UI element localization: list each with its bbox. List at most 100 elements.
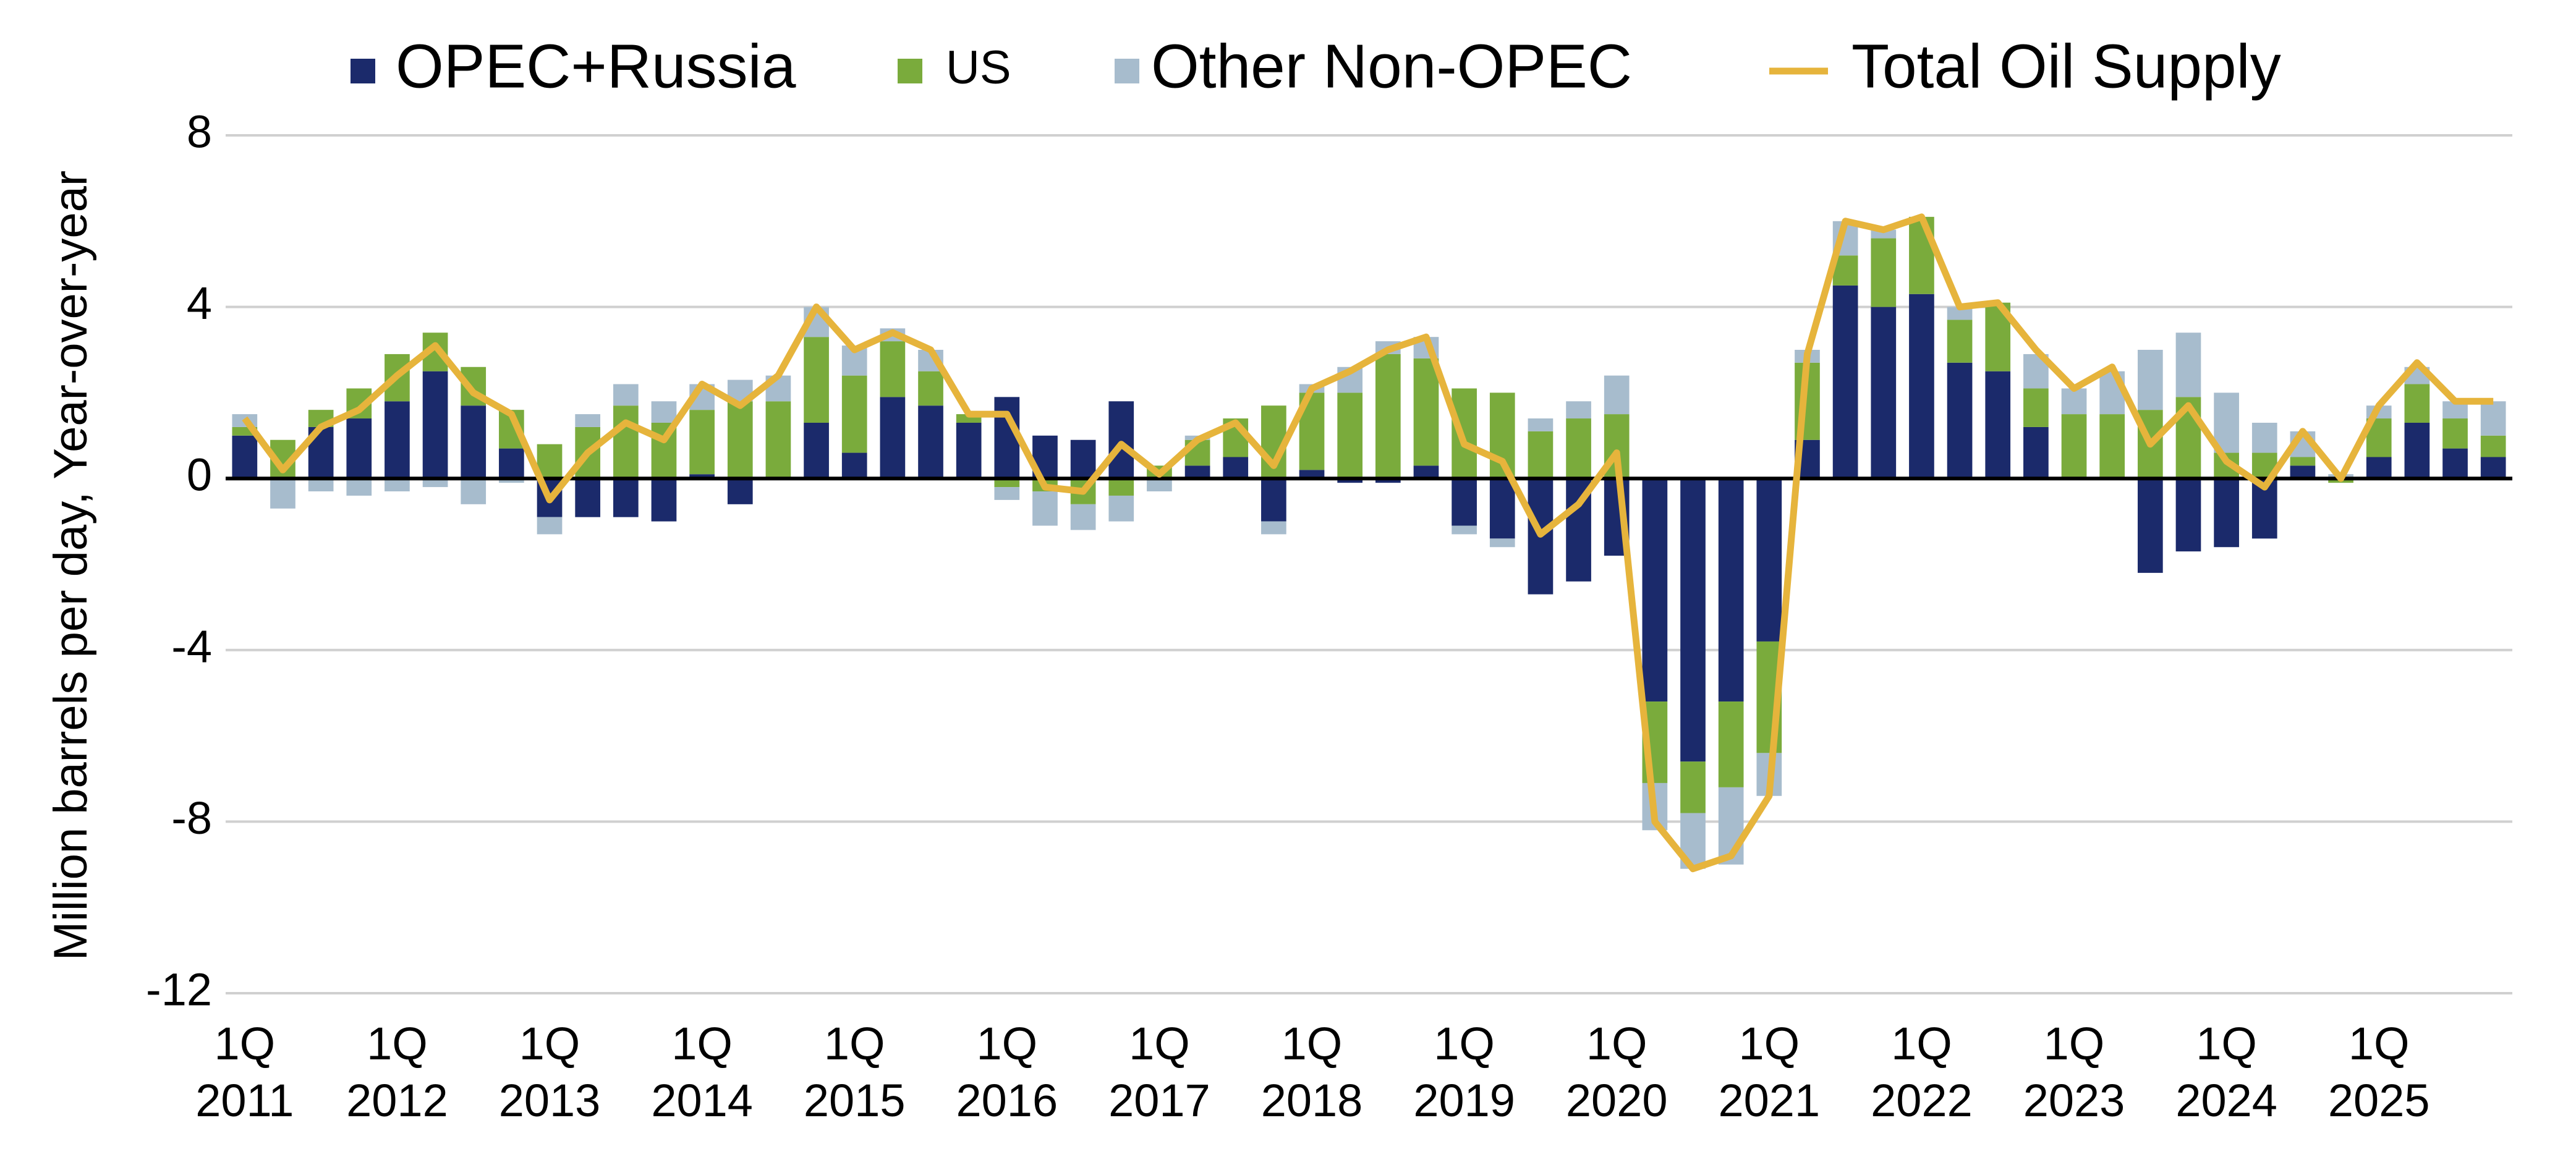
bar <box>651 401 677 423</box>
bar <box>1108 478 1134 496</box>
bar <box>1032 491 1058 526</box>
bar <box>613 384 639 406</box>
bar <box>575 414 601 427</box>
bar <box>2137 478 2163 573</box>
x-tick-label: 1Q 2013 <box>498 1018 601 1126</box>
bar <box>1718 701 1744 787</box>
x-tick-label: 1Q 2019 <box>1413 1018 1515 1126</box>
bar <box>1147 478 1172 492</box>
bar <box>2251 422 2277 453</box>
bar <box>1947 320 1973 363</box>
x-tick-label: 1Q 2014 <box>651 1018 753 1126</box>
bar <box>1718 478 1744 702</box>
bar <box>461 478 487 504</box>
bar <box>232 435 258 479</box>
bar <box>1680 478 1706 762</box>
bar <box>1452 388 1477 479</box>
y-tick-label: -8 <box>171 792 212 844</box>
bar <box>1680 761 1706 813</box>
bar <box>613 405 639 479</box>
bar <box>841 452 867 479</box>
bar <box>841 375 867 453</box>
bar <box>804 337 829 423</box>
bar <box>2290 465 2316 479</box>
bar <box>2290 457 2316 466</box>
bar <box>1566 418 1591 479</box>
bar <box>1375 478 1401 483</box>
bar <box>1489 478 1515 539</box>
bar <box>1756 478 1782 642</box>
bar <box>1947 362 1973 479</box>
bar <box>1909 294 1934 479</box>
bar <box>2366 457 2392 479</box>
bar <box>499 448 524 479</box>
bar <box>1452 478 1477 526</box>
x-tick-label: 1Q 2012 <box>346 1018 448 1126</box>
legend-label: Other Non-OPEC <box>1151 32 1632 101</box>
x-tick-label: 1Q 2016 <box>956 1018 1058 1126</box>
bar <box>1413 358 1439 466</box>
bar <box>880 341 906 397</box>
y-axis-title: Million barrels per day, Year-over-year <box>45 171 97 961</box>
bar <box>346 478 372 496</box>
bar <box>2404 384 2430 423</box>
bar <box>1947 307 1973 320</box>
bar <box>1566 401 1591 419</box>
y-tick-label: 0 <box>187 449 212 501</box>
bar <box>651 478 677 522</box>
bar <box>2061 388 2087 415</box>
bar <box>2099 414 2125 479</box>
bar <box>1223 457 1249 479</box>
bar <box>2404 422 2430 479</box>
bar <box>727 478 753 504</box>
bar <box>1528 418 1554 431</box>
x-tick-label: 1Q 2022 <box>1871 1018 1973 1126</box>
bar <box>461 405 487 479</box>
bar <box>422 371 448 479</box>
bar <box>1070 504 1096 530</box>
bar <box>880 397 906 479</box>
bar <box>689 474 715 479</box>
bar <box>1070 439 1096 479</box>
bar <box>918 371 943 406</box>
x-tick-label: 1Q 2011 <box>195 1018 294 1126</box>
x-tick-label: 1Q 2015 <box>803 1018 906 1126</box>
bar <box>1337 478 1363 483</box>
bar <box>1642 478 1668 702</box>
bar <box>537 517 563 535</box>
bar <box>956 422 982 479</box>
bar <box>2023 426 2049 479</box>
bar <box>575 478 601 517</box>
bar <box>918 405 943 479</box>
bar <box>1871 307 1897 479</box>
y-tick-label: -12 <box>146 964 212 1015</box>
bar <box>1413 465 1439 479</box>
bar <box>689 410 715 475</box>
x-tick-label: 1Q 2021 <box>1718 1018 1821 1126</box>
bar <box>994 487 1020 500</box>
bar <box>1909 216 1934 294</box>
bar <box>2214 478 2239 548</box>
bar <box>308 478 334 492</box>
bar <box>2175 333 2201 397</box>
bar <box>1337 392 1363 479</box>
bar <box>385 401 410 479</box>
y-tick-label: -4 <box>171 621 212 672</box>
x-tick-label: 1Q 2024 <box>2175 1018 2277 1126</box>
bar <box>1299 470 1325 479</box>
bar <box>2137 350 2163 410</box>
bar <box>1528 431 1554 479</box>
bar <box>1108 495 1134 522</box>
bar <box>2442 448 2468 479</box>
bar <box>1985 371 2011 479</box>
bar <box>804 422 829 479</box>
bar <box>765 401 791 479</box>
bar <box>994 397 1020 479</box>
bar <box>270 478 295 509</box>
bar <box>727 401 753 479</box>
bar <box>1452 525 1477 535</box>
bar <box>1184 465 1210 479</box>
bar <box>1375 354 1401 479</box>
bar <box>2214 392 2239 453</box>
